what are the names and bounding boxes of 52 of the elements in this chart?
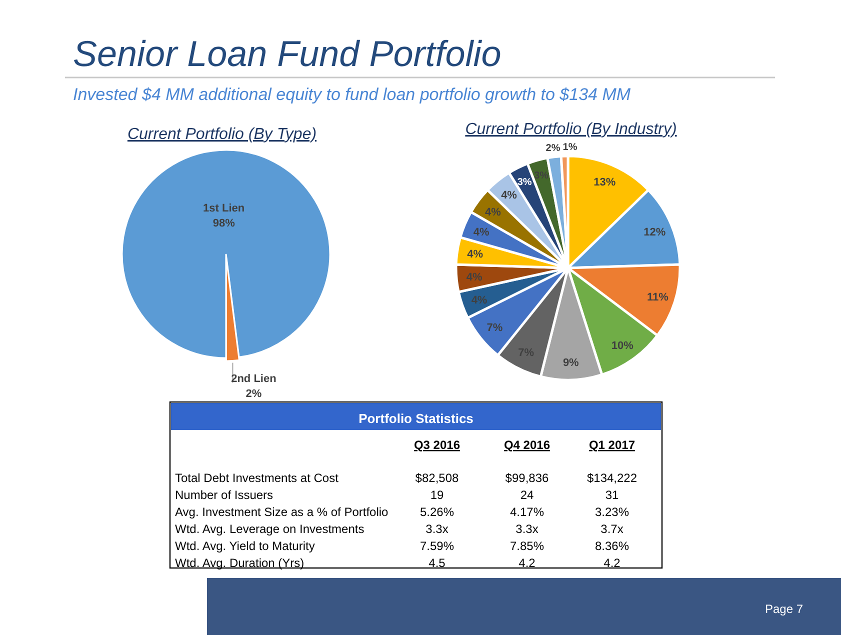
data-label: 2% — [546, 142, 560, 154]
data-label: 98% — [212, 218, 236, 230]
text: 4.2 — [604, 556, 621, 570]
text: 5.26% — [420, 505, 454, 519]
text: 3.23% — [594, 505, 630, 519]
data-label: 12% — [644, 226, 666, 238]
text: 7.59% — [420, 539, 454, 553]
text: Wtd. Avg. Leverage on Investments — [175, 522, 364, 536]
data-label: 3% — [517, 176, 532, 188]
data-label: 13% — [594, 176, 616, 188]
text: Senior Loan Fund Portfolio — [73, 33, 502, 74]
data-label: 7% — [486, 322, 503, 334]
chart-title: Current Portfolio (By Type) — [127, 126, 317, 143]
text: Wtd. Avg. Yield to Maturity — [175, 539, 315, 553]
data-label: 4% — [471, 294, 488, 306]
text: Q3 2016 — [414, 438, 460, 452]
data-label: 1% — [562, 142, 578, 153]
text: $99,836 — [505, 471, 550, 485]
slice-label: 1st Lien — [203, 202, 245, 215]
text: Invested $4 MM additional equity to fund loan portfolio growth to $134 MM — [73, 85, 632, 104]
text: 3.7x — [600, 522, 624, 536]
data-label: 9% — [562, 357, 580, 370]
text: Q4 2016 — [504, 438, 550, 452]
text: 19 — [430, 488, 444, 502]
text: Wtd. Avg. Duration (Yrs) — [175, 556, 304, 570]
text: 4.17% — [510, 505, 544, 519]
text: 8.36% — [594, 539, 630, 553]
text: Q1 2017 — [588, 438, 636, 452]
text: Portfolio Statistics — [358, 411, 474, 426]
text: 31 — [605, 488, 619, 502]
data-label: 4% — [473, 226, 490, 238]
text: Avg. Investment Size as a % of Portfolio — [175, 505, 389, 519]
chart-title: Current Portfolio (By Industry) — [465, 121, 677, 138]
text: 7.85% — [510, 539, 544, 553]
text: 4.2 — [518, 556, 536, 570]
text: 4.5 — [428, 556, 446, 570]
text: 24 — [520, 488, 534, 502]
slice-label: 2nd Lien — [231, 372, 277, 385]
data-label: 10% — [611, 340, 634, 352]
data-label: 4% — [501, 190, 518, 202]
data-label: 4% — [467, 248, 484, 261]
text: Number of Issuers — [175, 488, 274, 502]
text: Total Debt Investments at Cost — [175, 471, 340, 485]
data-label: 4% — [484, 206, 502, 218]
data-label: 2% — [246, 388, 262, 400]
text: $82,508 — [415, 471, 460, 485]
text: Page 7 — [764, 602, 804, 616]
data-label: 4% — [466, 272, 482, 284]
text: 3.3x — [426, 522, 448, 536]
data-label: 11% — [646, 292, 669, 304]
text: 3.3x — [516, 522, 538, 536]
text: $134,222 — [586, 471, 638, 485]
